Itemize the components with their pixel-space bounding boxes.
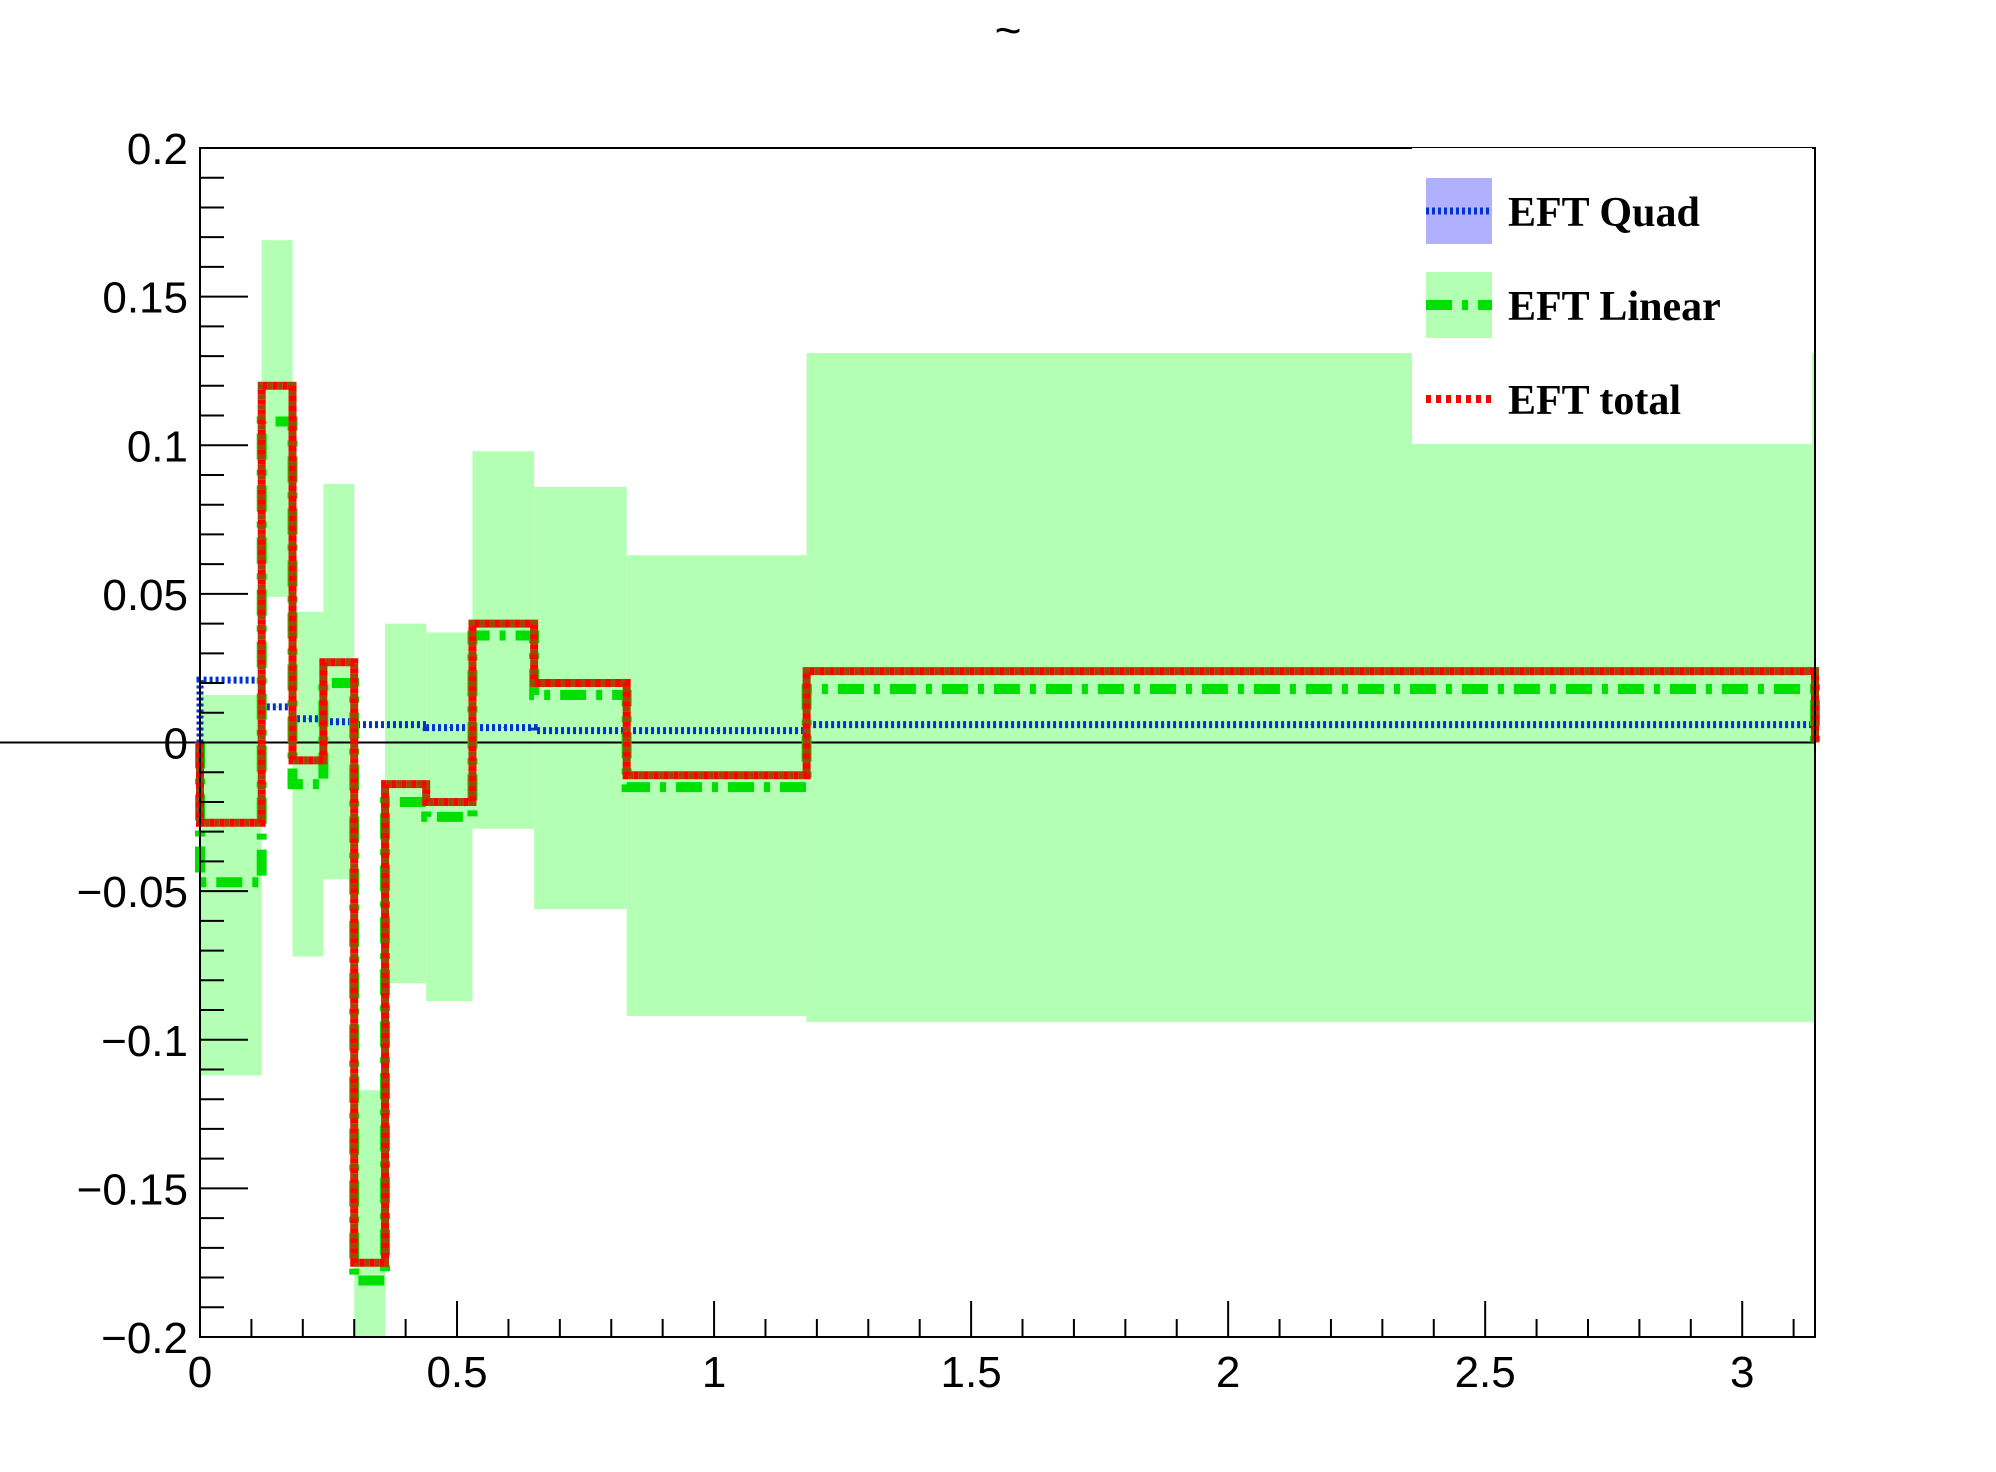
legend-item: EFT total (1426, 378, 1681, 424)
x-tick-label: 0.5 (426, 1348, 487, 1397)
series-layer (0, 381, 1820, 1286)
series-eft-total (196, 381, 1819, 1267)
data-point (338, 661, 340, 663)
legend-label: EFT total (1508, 378, 1681, 424)
data-point (1310, 724, 1312, 726)
data-point (716, 786, 718, 788)
data-point (369, 724, 371, 726)
x-tick-label: 3 (1730, 1348, 1754, 1397)
data-point (405, 724, 407, 726)
y-tick-label: 0 (164, 720, 188, 769)
data-point (448, 801, 450, 803)
data-point (307, 718, 309, 720)
y-tick-label: 0.2 (127, 125, 188, 174)
series-eft-linear (195, 416, 1820, 1286)
data-point (405, 801, 407, 803)
data-point (448, 816, 450, 818)
data-point (230, 822, 232, 824)
data-point (448, 727, 450, 729)
data-point (276, 420, 278, 422)
legend-label: EFT Quad (1508, 190, 1700, 236)
y-tick-label: −0.05 (77, 868, 188, 917)
data-point (1310, 670, 1312, 672)
data-point (307, 759, 309, 761)
x-tick-label: 1 (702, 1348, 726, 1397)
data-point (716, 774, 718, 776)
data-point (369, 1280, 371, 1282)
data-point (338, 721, 340, 723)
data-point (579, 682, 581, 684)
uncertainty-band (200, 240, 1815, 1337)
x-tick-label: 2.5 (1455, 1348, 1516, 1397)
x-tick-label: 2 (1216, 1348, 1240, 1397)
data-point (1310, 688, 1312, 690)
data-point (276, 706, 278, 708)
y-tick-label: 0.15 (102, 274, 188, 323)
data-point (230, 881, 232, 883)
data-point (579, 694, 581, 696)
data-point (307, 783, 309, 785)
axes: 0 0.5 1 1.5 2 2.5 3 0.2 0.15 0.1 0.05 0 −0.05 −0.1 −0.… (77, 125, 1816, 1397)
legend: EFT Quad EFT Linear EFT total (1412, 148, 1812, 444)
legend-item: EFT Linear (1426, 272, 1721, 338)
series-eft-quad (196, 676, 1819, 743)
y-tick-label: 0.05 (102, 571, 188, 620)
data-point (276, 385, 278, 387)
chart-title: ~ (995, 4, 1022, 56)
data-point (502, 634, 504, 636)
band-bin (354, 1090, 386, 1337)
data-point (230, 679, 232, 681)
y-tick-label: −0.1 (101, 1017, 188, 1066)
data-point (338, 682, 340, 684)
y-tick-label: −0.2 (101, 1314, 188, 1363)
data-point (716, 730, 718, 732)
data-point (502, 727, 504, 729)
legend-label: EFT Linear (1508, 284, 1721, 330)
data-point (579, 730, 581, 732)
legend-item: EFT Quad (1426, 178, 1700, 244)
y-tick-label: 0.1 (127, 422, 188, 471)
x-tick-label: 0 (188, 1348, 212, 1397)
data-point (369, 1262, 371, 1264)
data-point (405, 783, 407, 785)
x-tick-label: 1.5 (941, 1348, 1002, 1397)
y-tick-label: −0.15 (77, 1165, 188, 1214)
data-point (502, 623, 504, 625)
